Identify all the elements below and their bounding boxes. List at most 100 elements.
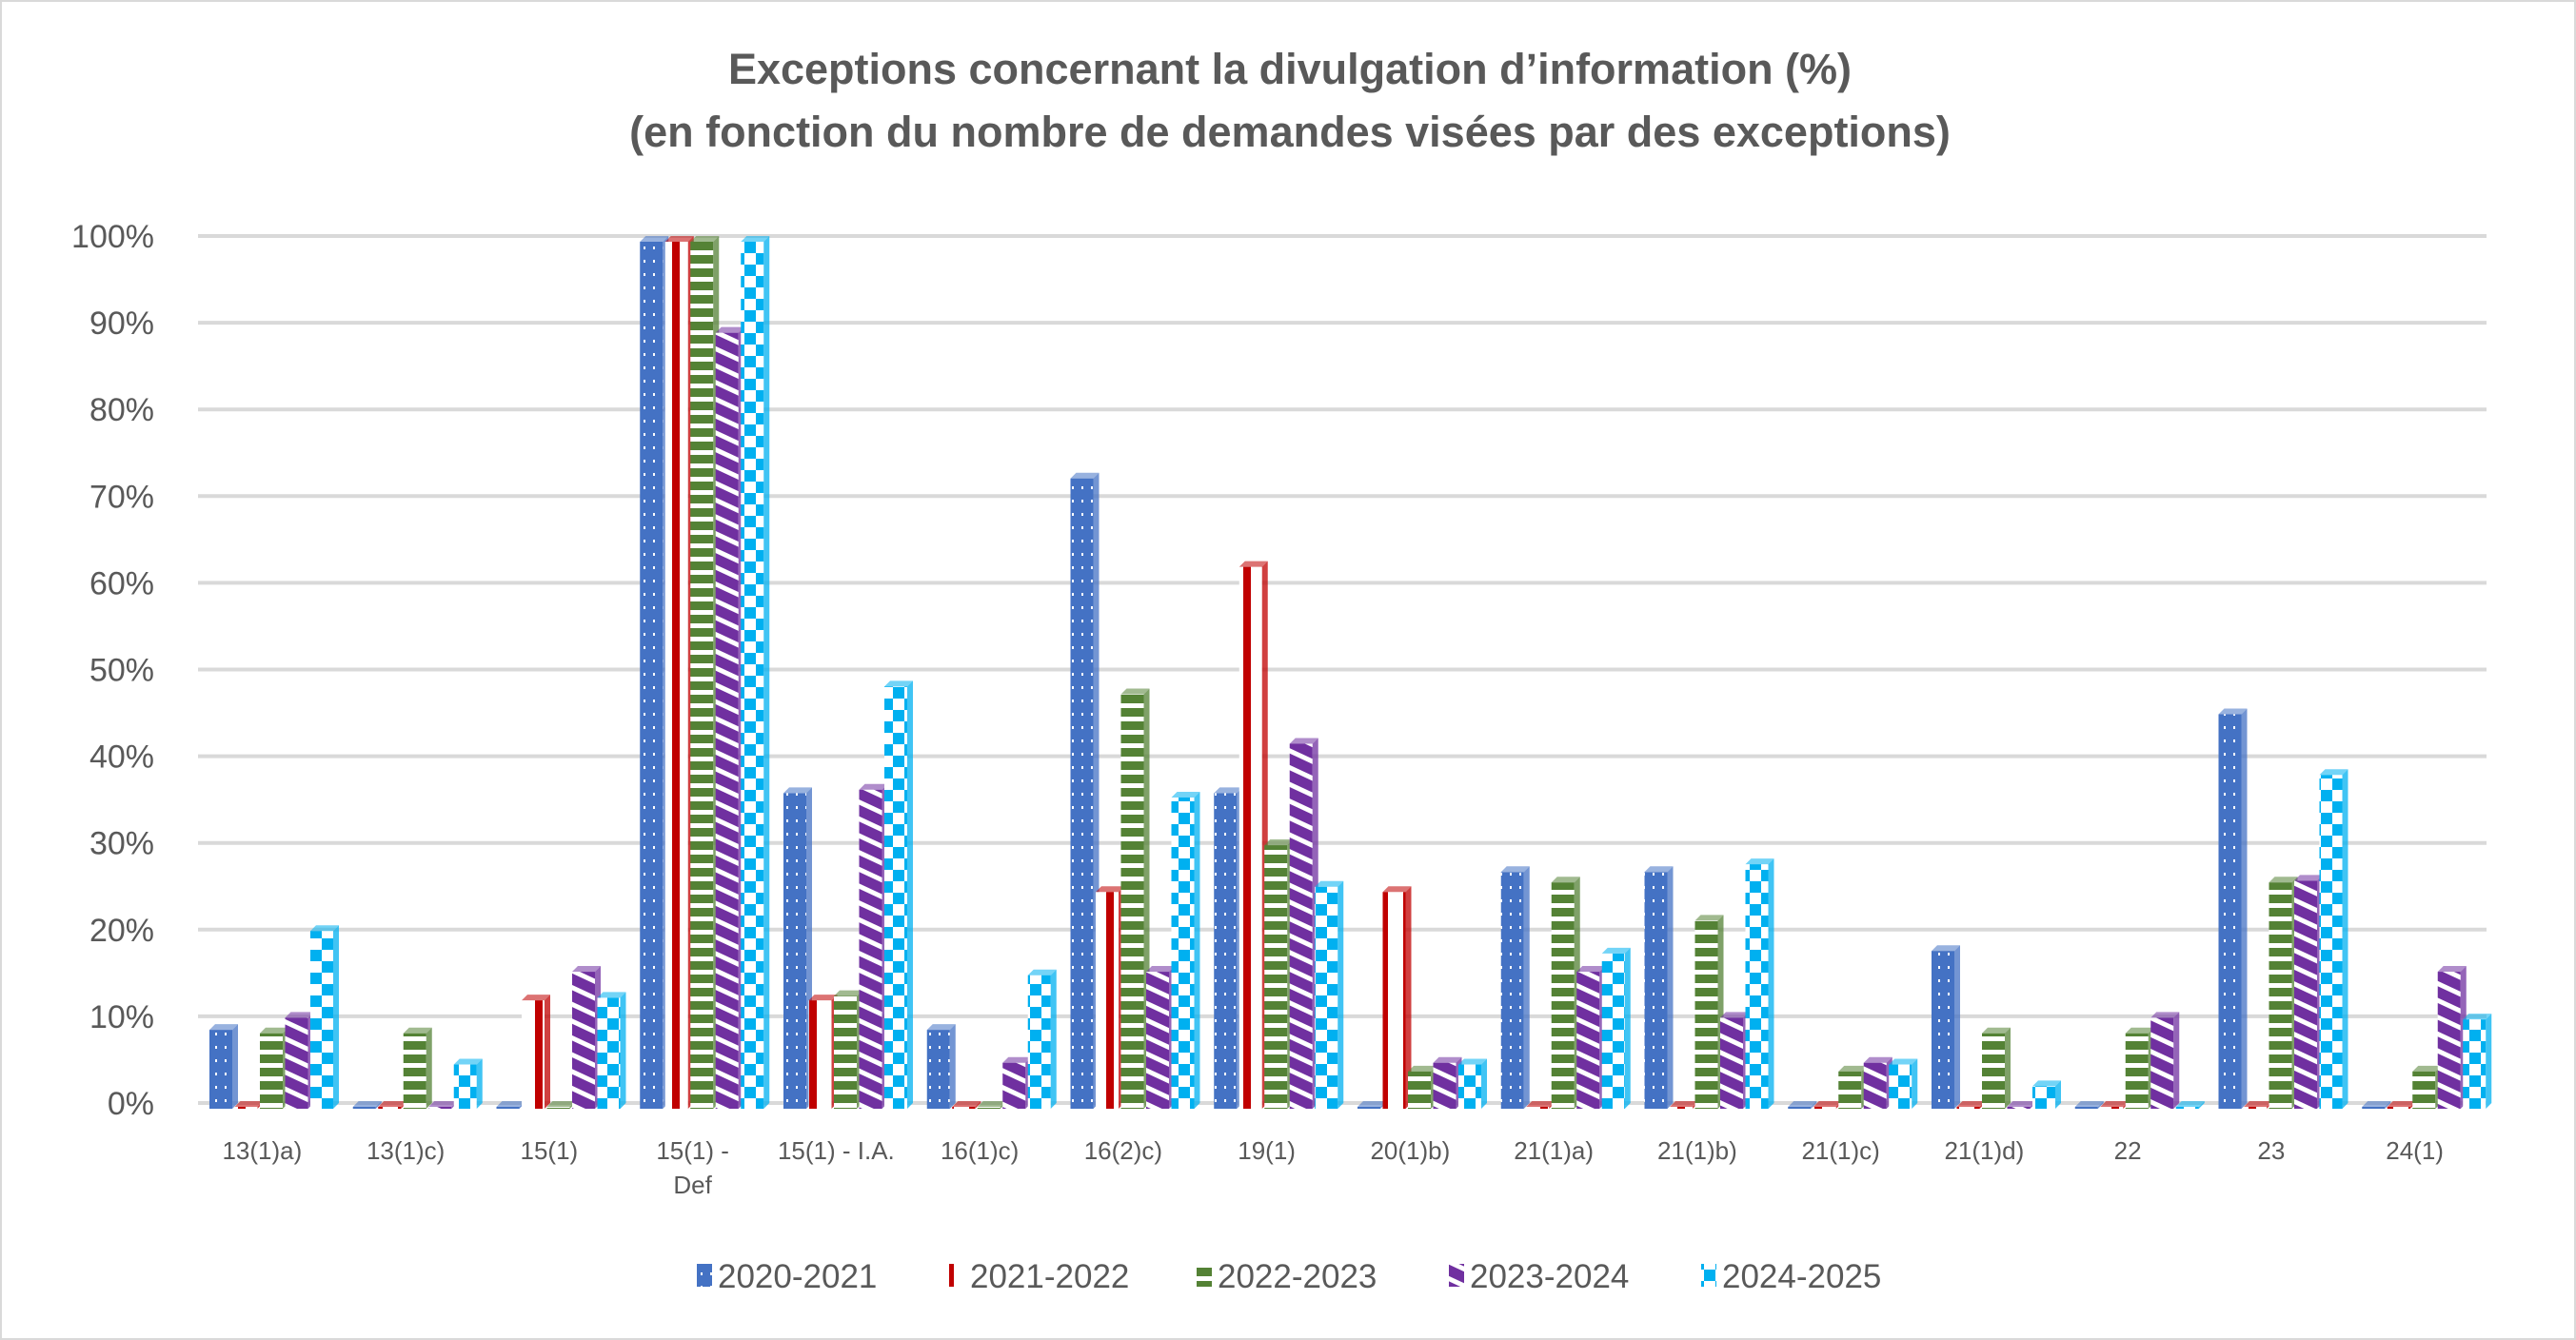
bar-top: [2100, 1101, 2130, 1107]
bar-2024-2025-16(1)c): [1027, 969, 1057, 1109]
bar-front: [522, 1000, 545, 1109]
bar-2024-2025-15(1) - Def: [741, 236, 770, 1109]
bar-top: [1863, 1056, 1892, 1063]
bar-front: [1788, 1107, 1812, 1109]
y-tick-label: 30%: [89, 826, 154, 862]
bar-side: [375, 1101, 382, 1109]
bar-front: [1146, 972, 1169, 1109]
bar-2024-2025-22: [2175, 1101, 2205, 1109]
bar-front: [2007, 1107, 2031, 1109]
bar-front: [1289, 743, 1313, 1109]
bar-top: [783, 787, 812, 794]
bar-front: [1694, 920, 1718, 1109]
bar-top: [1070, 472, 1100, 479]
bar-side: [1811, 1101, 1817, 1109]
bar-2024-2025-21(1)d): [2032, 1080, 2061, 1109]
bar-side: [1624, 947, 1631, 1109]
legend-label: 2021-2022: [970, 1258, 1129, 1295]
bar-top: [2463, 1014, 2492, 1020]
bar-side: [1338, 880, 1344, 1109]
bar-side: [426, 1027, 432, 1109]
bar-2020-2021-19(1): [1214, 787, 1243, 1109]
bar-top: [2007, 1101, 2036, 1107]
bar-2022-2023-20(1)b): [1408, 1065, 1437, 1109]
bar-2024-2025-21(1)a): [1601, 947, 1631, 1109]
bar-side: [1954, 945, 1960, 1109]
bar-top: [859, 783, 888, 790]
bar-side: [2055, 1080, 2061, 1109]
bar-top: [403, 1027, 432, 1034]
bar-top: [1526, 1101, 1556, 1107]
bar-front: [1458, 1064, 1481, 1109]
bar-top: [597, 992, 626, 998]
bar-side: [1523, 866, 1530, 1109]
bar-front: [453, 1064, 477, 1109]
y-tick-label: 0%: [108, 1086, 154, 1122]
bar-2024-2025-15(1): [597, 992, 626, 1109]
bar-top: [522, 995, 550, 1001]
bar-2022-2023-21(1)b): [1694, 915, 1724, 1109]
bar-top: [1171, 791, 1200, 798]
bar-2021-2022-15(1): [522, 995, 550, 1109]
bar-top: [1601, 947, 1631, 954]
bar-2024-2025-19(1): [1315, 880, 1344, 1109]
x-tick-label: 16(2)c): [1084, 1136, 1162, 1165]
bar-2023-2024-15(1): [572, 966, 601, 1109]
bar-2022-2023-13(1)c): [403, 1027, 432, 1109]
bar-top: [664, 236, 694, 242]
bar-top: [1382, 886, 1412, 893]
bar-side: [1667, 866, 1674, 1109]
bar-2021-2022-15(1) - I.A.: [808, 995, 838, 1109]
bar-front: [808, 1000, 832, 1109]
bar-front: [1889, 1064, 1912, 1109]
x-tick-label: 15(1) -: [656, 1136, 729, 1165]
bar-top: [260, 1027, 288, 1034]
bar-2024-2025-21(1)b): [1745, 858, 1774, 1109]
bar-top: [2362, 1101, 2391, 1107]
y-tick-label: 100%: [71, 219, 154, 255]
bar-top: [1214, 787, 1243, 794]
bar-front: [1576, 972, 1600, 1109]
bar-top: [715, 326, 744, 333]
bar-2021-2022-20(1)b): [1382, 886, 1412, 1109]
bar-front: [1838, 1071, 1862, 1109]
bar-top: [1956, 1101, 1986, 1107]
bar-top: [884, 680, 913, 687]
bar-2023-2024-16(1)c): [1002, 1056, 1032, 1109]
bar-2022-2023-15(1) - Def: [690, 236, 720, 1109]
bar-front: [1601, 953, 1625, 1109]
bar-front: [260, 1033, 283, 1109]
bar-front: [310, 931, 333, 1109]
bar-front: [664, 242, 688, 1109]
bar-top: [2269, 877, 2298, 883]
bar-front: [1214, 793, 1238, 1109]
bar-front: [1027, 975, 1051, 1109]
bar-front: [1720, 1017, 1743, 1109]
bar-side: [2097, 1101, 2104, 1109]
bar-front: [2387, 1107, 2410, 1109]
bar-2024-2025-21(1)c): [1889, 1058, 1918, 1109]
bar-top: [690, 236, 720, 242]
bar-top: [2319, 769, 2348, 776]
bar-front: [2175, 1107, 2199, 1109]
bar-top: [285, 1012, 314, 1018]
bar-top: [1694, 915, 1724, 921]
bar-top: [1670, 1101, 1698, 1107]
y-tick-label: 80%: [89, 392, 154, 428]
bar-front: [1096, 892, 1119, 1109]
bar-top: [1788, 1101, 1817, 1107]
bar-2020-2021-15(1) - I.A.: [783, 787, 812, 1109]
bar-2020-2021-22: [2074, 1101, 2104, 1109]
bar-2022-2023-22: [2125, 1027, 2154, 1109]
bar-side: [2198, 1101, 2205, 1109]
bar-2024-2025-13(1)c): [453, 1058, 483, 1109]
bar-side: [2342, 769, 2348, 1109]
bar-top: [1982, 1027, 2011, 1034]
bar-2022-2023-24(1): [2412, 1065, 2442, 1109]
bar-front: [1863, 1062, 1887, 1109]
bar-top: [1408, 1065, 1437, 1072]
bar-2022-2023-21(1)c): [1838, 1065, 1868, 1109]
bar-top: [977, 1101, 1006, 1107]
bar-2022-2023-23: [2269, 877, 2298, 1109]
